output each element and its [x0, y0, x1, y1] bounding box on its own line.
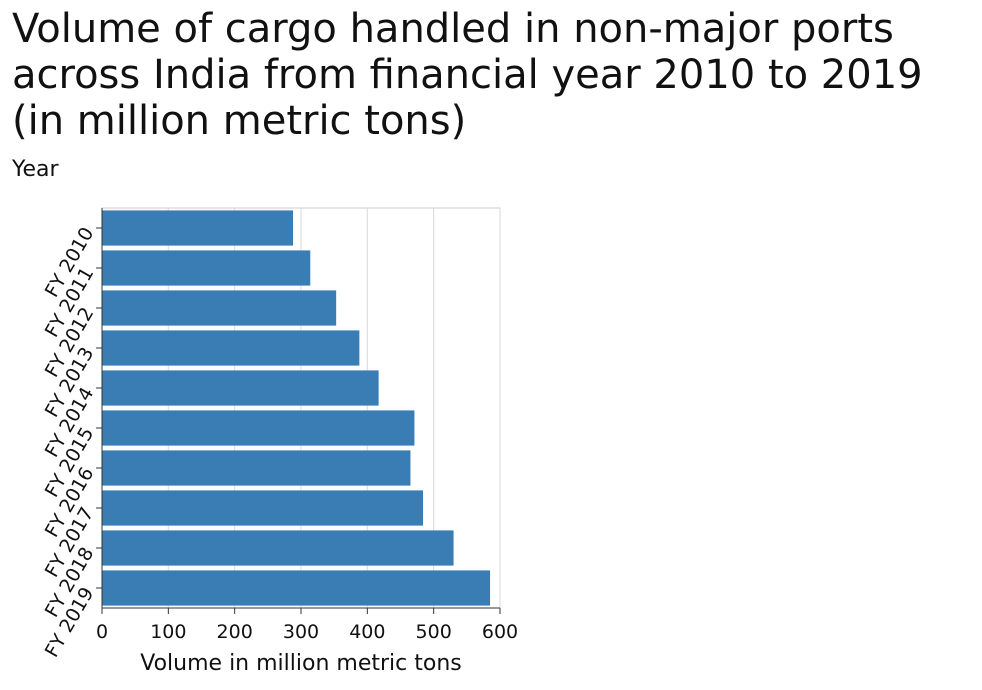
bar-3	[102, 290, 337, 326]
bar-5	[102, 370, 379, 406]
x-tick-label-2: 200	[217, 621, 253, 643]
bar-6	[102, 410, 415, 446]
x-tick-label-5: 500	[416, 621, 452, 643]
bar-1	[102, 210, 294, 246]
y-axis-label: Year	[12, 157, 59, 182]
x-axis-label: Volume in million metric tons	[140, 651, 462, 676]
x-tick-label-1: 100	[150, 621, 186, 643]
x-tick-label-0: 0	[96, 621, 108, 643]
bar-8	[102, 490, 424, 526]
bar-9	[102, 530, 454, 566]
chart-title: Volume of cargo handled in non-major por…	[12, 6, 923, 144]
x-tick-label-4: 400	[349, 621, 385, 643]
bar-4	[102, 330, 360, 366]
bar-2	[102, 250, 311, 286]
x-tick-label-6: 600	[482, 621, 518, 643]
bar-7	[102, 450, 411, 486]
bar-10	[102, 570, 491, 606]
x-tick-label-3: 300	[283, 621, 319, 643]
